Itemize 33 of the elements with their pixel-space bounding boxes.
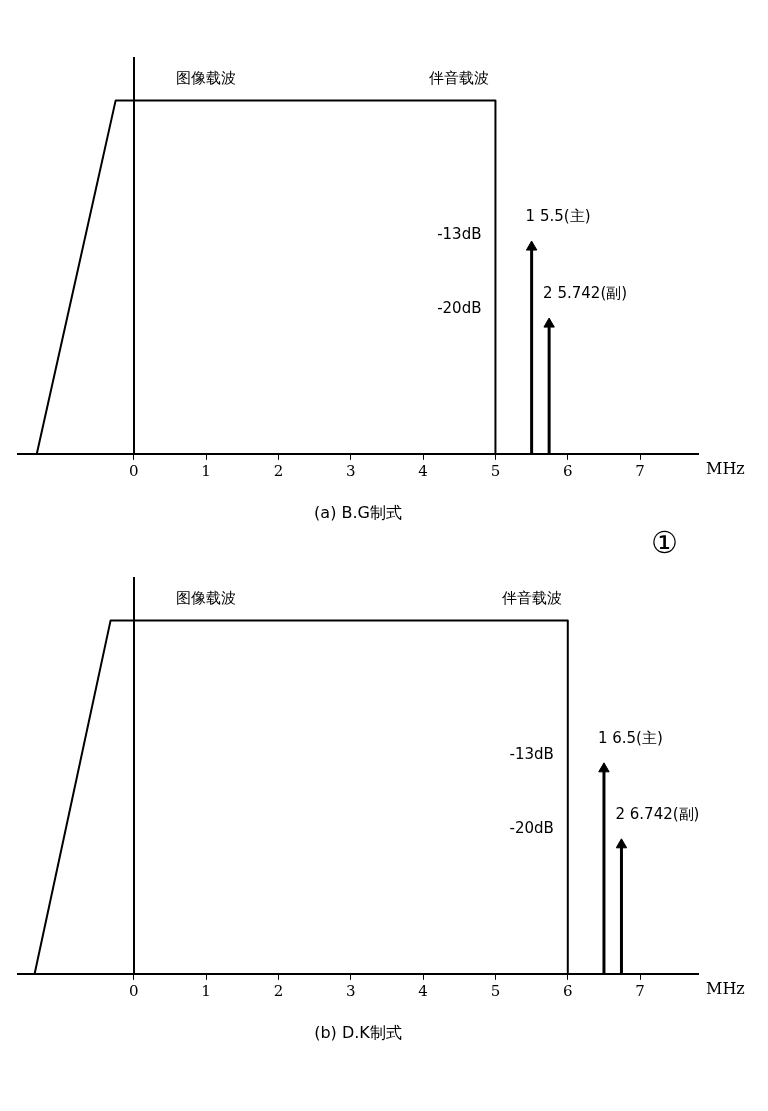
x-tick-label: 7 — [635, 981, 645, 1000]
x-tick-label: 5 — [490, 981, 501, 1000]
x-tick-label: 6 — [563, 461, 573, 480]
text: (b) D.K制式 — [314, 1022, 402, 1042]
x-tick-label: 2 — [273, 981, 284, 1000]
x-tick-label: 4 — [418, 981, 428, 1000]
x-tick-label: 0 — [128, 461, 139, 480]
x-tick-label: 0 — [128, 981, 139, 1000]
x-tick-label: 6 — [563, 981, 573, 1000]
x-tick-label: 1 — [201, 981, 211, 1000]
annotation: -20dB — [437, 298, 482, 317]
annotation: 1 6.5(主) — [597, 729, 663, 748]
x-axis-title: MHz — [706, 458, 745, 478]
annotation: 伴音载波 — [429, 68, 490, 87]
annotation: 2 5.742(副) — [543, 284, 628, 303]
x-tick-label: 2 — [273, 461, 284, 480]
x-tick-label: 3 — [345, 981, 356, 1000]
annotation: 图像载波 — [176, 68, 237, 87]
annotation: 伴音载波 — [501, 588, 562, 607]
x-tick-label: 4 — [418, 461, 428, 480]
x-axis-title: MHz — [706, 978, 745, 998]
x-tick-label: 7 — [635, 461, 645, 480]
x-tick-label: 5 — [490, 461, 501, 480]
x-tick-label: 1 — [201, 461, 211, 480]
annotation: 图像载波 — [176, 588, 237, 607]
annotation: 1 5.5(主) — [525, 207, 591, 226]
annotation: 2 6.742(副) — [615, 805, 700, 824]
x-tick-label: 3 — [345, 461, 356, 480]
annotation: -13dB — [509, 744, 554, 763]
annotation: -13dB — [437, 224, 482, 243]
annotation: -20dB — [509, 818, 554, 837]
text: (a) B.G制式 — [314, 502, 402, 522]
text: ① — [651, 524, 678, 560]
